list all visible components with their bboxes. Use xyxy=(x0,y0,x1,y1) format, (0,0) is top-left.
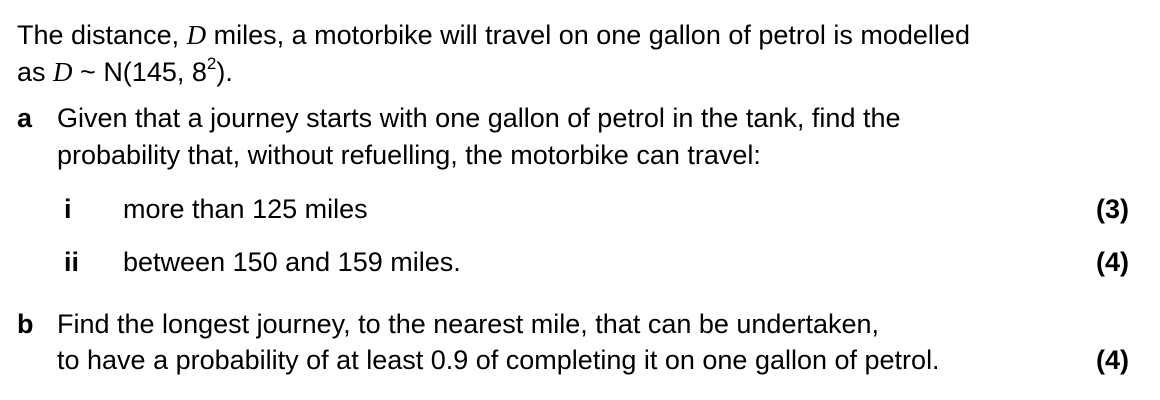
subpart-i-text: more than 125 miles xyxy=(123,194,368,224)
subpart-ii-label: ii xyxy=(64,247,80,277)
part-a-line-2: probability that, without refuelling, th… xyxy=(57,140,761,170)
distribution-pre: N(145, 8 xyxy=(103,57,207,87)
distribution-post: ). xyxy=(216,57,233,87)
intro-text-post: miles, a motorbike will travel on one ga… xyxy=(206,20,970,50)
subpart-ii-text: between 150 and 159 miles. xyxy=(123,247,461,277)
intro-line-2: as D ~ N(145, 82). xyxy=(17,54,233,90)
subpart-i-marks: (3) xyxy=(1096,194,1129,224)
distribution-exponent: 2 xyxy=(206,54,217,73)
part-a-label: a xyxy=(17,103,33,133)
part-b-line-1: Find the longest journey, to the nearest… xyxy=(57,309,880,339)
part-b-label: b xyxy=(17,309,34,339)
part-a-line-1: Given that a journey starts with one gal… xyxy=(57,103,901,133)
part-b-line-2: to have a probability of at least 0.9 of… xyxy=(57,345,940,375)
subpart-i-label: i xyxy=(64,194,72,224)
part-b-marks: (4) xyxy=(1096,345,1129,375)
variable-d-2: D xyxy=(53,57,73,87)
intro-line-1: The distance, D miles, a motorbike will … xyxy=(17,17,970,53)
subpart-ii-marks: (4) xyxy=(1096,247,1129,277)
intro-text-pre: The distance, xyxy=(17,20,187,50)
variable-d: D xyxy=(186,20,207,50)
tilde: ~ xyxy=(72,57,104,87)
intro-as: as xyxy=(17,57,54,87)
